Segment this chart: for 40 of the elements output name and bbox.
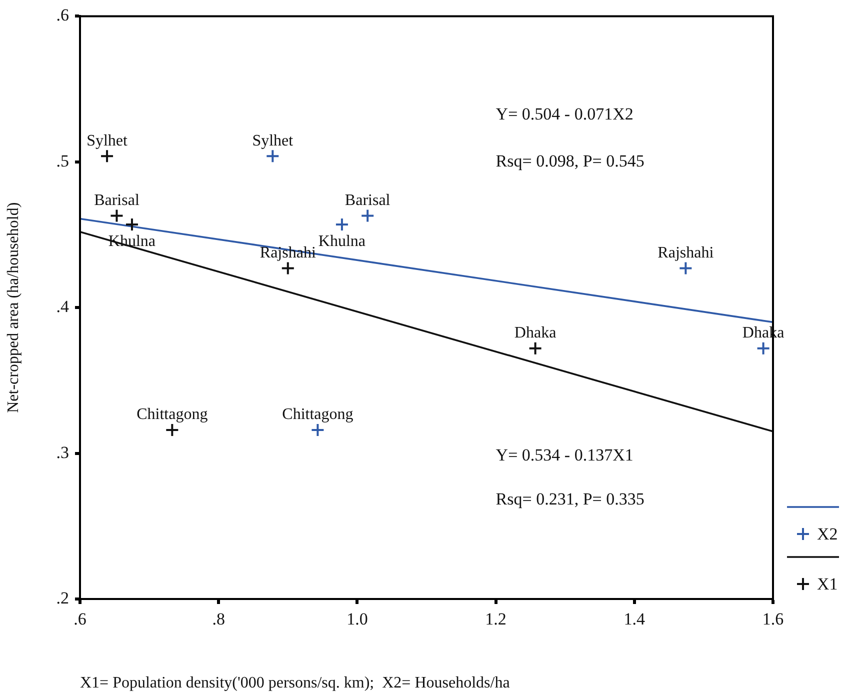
point xyxy=(110,208,124,223)
x-tick-label: 1.4 xyxy=(624,610,646,629)
x-tick-label: 1.0 xyxy=(346,610,368,629)
point xyxy=(124,218,139,232)
data-label: Sylhet xyxy=(86,132,128,150)
annotation: Y= 0.504 - 0.071X2 xyxy=(496,104,634,124)
data-label: Khulna xyxy=(318,232,366,250)
point xyxy=(678,261,693,276)
point xyxy=(310,422,325,437)
legend-label: X1 xyxy=(817,574,838,594)
annotation: Rsq= 0.231, P= 0.335 xyxy=(496,489,644,508)
data-label: Chittagong xyxy=(282,406,354,424)
data-label: Chittagong xyxy=(136,406,208,424)
y-tick-label: .2 xyxy=(56,588,69,608)
x-tick-label: 1.2 xyxy=(485,610,506,629)
y-tick-label: .6 xyxy=(56,6,69,25)
point xyxy=(280,261,295,276)
x-axis-title: X1= Population density('000 persons/sq. km); X2= Households/ha xyxy=(80,674,510,692)
data-label: Barisal xyxy=(344,192,391,210)
data-label: Dhaka xyxy=(514,324,556,342)
y-tick-label: .4 xyxy=(56,297,70,316)
point xyxy=(756,341,770,356)
x-tick-label: .6 xyxy=(74,610,86,629)
y-axis-title: Net-cropped area (ha/household) xyxy=(4,202,22,413)
data-label: Barisal xyxy=(94,192,140,210)
data-label: Sylhet xyxy=(252,132,294,150)
point xyxy=(334,218,349,232)
x-tick-label: .8 xyxy=(212,610,225,629)
annotation: Y= 0.534 - 0.137X1 xyxy=(496,446,634,465)
y-tick-label: .5 xyxy=(56,151,69,170)
data-label: Rajshahi xyxy=(658,244,714,262)
point xyxy=(266,149,280,164)
y-tick-label: .3 xyxy=(56,442,69,462)
point xyxy=(360,208,375,223)
x-tick-label: 1.6 xyxy=(762,610,784,629)
point xyxy=(165,422,180,437)
point xyxy=(528,341,542,356)
annotation: Rsq= 0.098, P= 0.545 xyxy=(496,151,644,170)
point xyxy=(100,149,114,164)
legend-label: X2 xyxy=(817,524,838,544)
